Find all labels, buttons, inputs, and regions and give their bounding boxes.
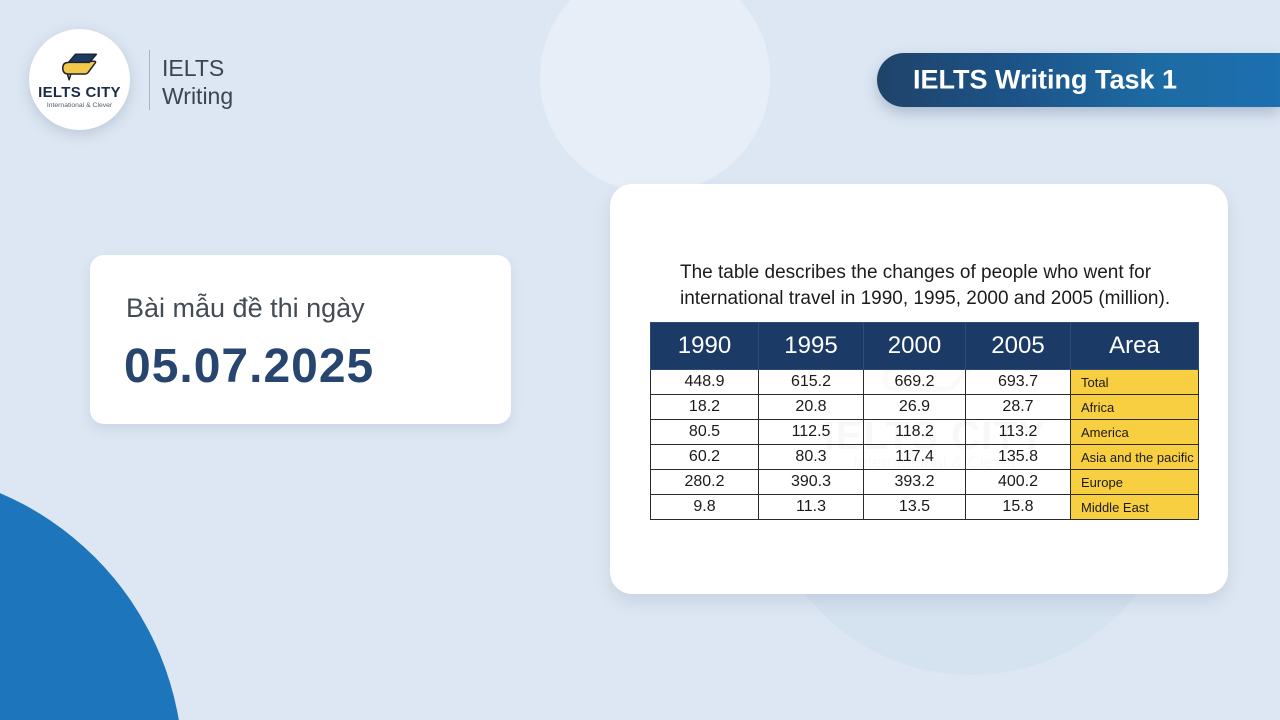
svg-text:IELTS CITY: IELTS CITY [38, 84, 121, 101]
svg-text:International & Clever: International & Clever [47, 102, 113, 109]
